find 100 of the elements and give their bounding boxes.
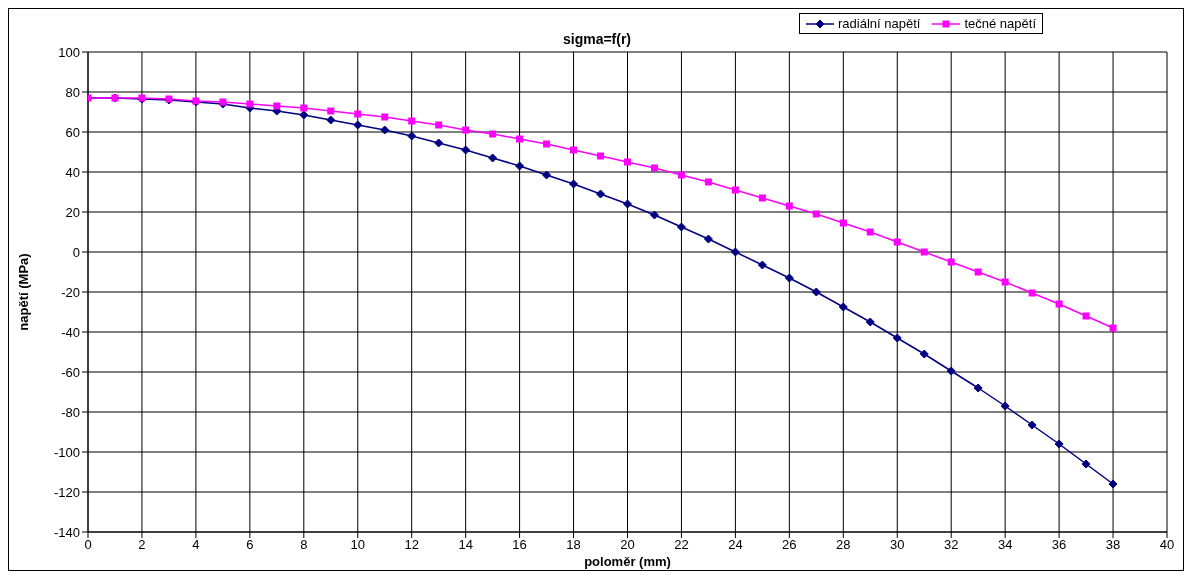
x-tick-label: 6 [246, 537, 254, 553]
point [273, 102, 281, 110]
y-tick-label: 60 [65, 124, 80, 140]
point [1081, 459, 1091, 469]
y-tick-label: 100 [58, 44, 80, 60]
y-tick-label: -20 [61, 284, 80, 300]
point [866, 228, 874, 236]
point [1000, 401, 1010, 411]
point [892, 333, 902, 343]
point [569, 179, 579, 189]
point [649, 210, 659, 220]
point [354, 110, 362, 118]
x-tick-label: 14 [458, 537, 473, 553]
x-tick-label: 26 [782, 537, 797, 553]
y-tick-label: 80 [65, 84, 80, 100]
y-tick-label: 40 [65, 164, 80, 180]
point [488, 153, 498, 163]
point [1028, 289, 1036, 297]
y-tick-label: -60 [61, 364, 80, 380]
point [1055, 300, 1063, 308]
x-tick-label: 4 [192, 537, 200, 553]
x-tick-label: 24 [728, 537, 743, 553]
point [380, 125, 390, 135]
point [919, 349, 929, 359]
point [893, 238, 901, 246]
point [703, 234, 713, 244]
x-tick-label: 8 [300, 537, 308, 553]
point [757, 260, 767, 270]
point [435, 121, 443, 129]
point [381, 113, 389, 121]
point [974, 268, 982, 276]
x-tick-label: 34 [997, 537, 1013, 553]
point [1001, 278, 1009, 286]
x-tick-label: 16 [512, 537, 527, 553]
point [623, 199, 632, 209]
point [327, 107, 335, 115]
point [299, 110, 309, 120]
x-tick-label: 28 [836, 537, 851, 553]
point [676, 222, 686, 232]
point [570, 146, 578, 154]
x-axis-title: poloměr (mm) [584, 554, 671, 569]
point [597, 152, 605, 160]
point [624, 158, 631, 166]
chart-title: sigma=f(r) [562, 31, 632, 47]
point [353, 120, 363, 130]
point [407, 131, 417, 141]
legend-label: tečné napětí [964, 16, 1036, 31]
point [811, 287, 821, 297]
point [730, 247, 740, 257]
x-tick-label: 38 [1105, 537, 1121, 553]
y-tick-label: -80 [61, 404, 80, 420]
y-tick-label: -40 [61, 324, 80, 340]
point [326, 115, 336, 125]
point [677, 171, 685, 179]
x-tick-label: 32 [943, 537, 959, 553]
point [865, 317, 875, 327]
y-tick-label: -100 [53, 444, 80, 460]
point [920, 248, 928, 256]
x-tick-label: 40 [1159, 537, 1175, 553]
point [784, 273, 794, 283]
point [839, 219, 847, 227]
point [462, 126, 470, 134]
y-axis-title: napětí (MPa) [15, 253, 31, 331]
point [408, 117, 416, 125]
x-tick-label: 18 [566, 537, 581, 553]
x-tick-label: 10 [350, 537, 365, 553]
point [461, 145, 471, 155]
x-tick-label: 12 [404, 537, 419, 553]
point [838, 302, 848, 312]
y-tick-label: -140 [53, 524, 80, 540]
legend-label: radiální napětí [838, 16, 921, 31]
x-tick-label: 22 [674, 537, 689, 553]
point [731, 186, 739, 194]
x-tick-label: 0 [84, 537, 92, 553]
point [1054, 439, 1064, 449]
point [543, 140, 551, 148]
point [1082, 312, 1090, 320]
point [489, 130, 497, 138]
point [1109, 324, 1117, 332]
y-tick-label: 20 [65, 204, 80, 220]
x-tick-label: 30 [890, 537, 905, 553]
y-tick-label: -120 [53, 484, 80, 500]
x-tick-label: 36 [1051, 537, 1067, 553]
point [812, 210, 820, 218]
point [946, 366, 956, 376]
point [1027, 420, 1037, 430]
y-tick-label: 0 [72, 244, 80, 260]
point [542, 170, 552, 180]
point [434, 138, 444, 148]
point [758, 194, 766, 202]
point [650, 164, 658, 172]
point [246, 100, 254, 108]
x-tick-label: 2 [138, 537, 146, 553]
point [1108, 479, 1118, 489]
point [300, 104, 308, 112]
point [947, 258, 955, 266]
point [785, 202, 793, 210]
point [596, 189, 606, 199]
point [515, 161, 525, 171]
point [516, 135, 524, 143]
